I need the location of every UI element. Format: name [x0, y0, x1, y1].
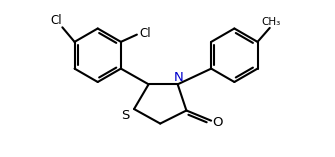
Text: Cl: Cl	[50, 14, 62, 27]
Text: Cl: Cl	[139, 27, 151, 40]
Text: S: S	[121, 109, 130, 122]
Text: O: O	[212, 116, 223, 129]
Text: CH₃: CH₃	[262, 16, 281, 27]
Text: N: N	[174, 71, 184, 84]
